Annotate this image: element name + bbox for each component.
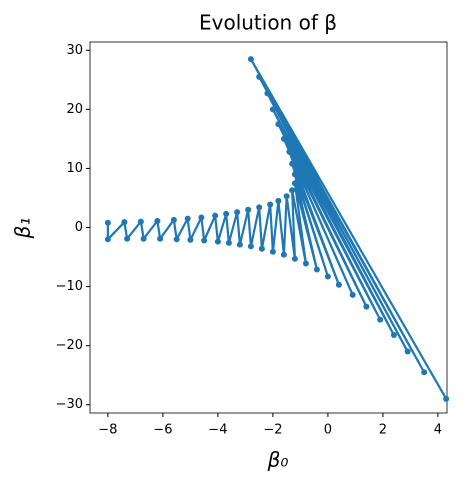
point [404, 348, 411, 355]
x-tick-label: −2 [263, 423, 282, 438]
point [104, 219, 111, 226]
point [280, 135, 287, 142]
point [170, 216, 177, 223]
point [214, 238, 221, 245]
point [275, 121, 282, 128]
point [286, 148, 293, 155]
y-tick-label: −20 [56, 338, 83, 353]
y-tick-label: 20 [66, 102, 83, 117]
x-tick-label: 2 [379, 423, 387, 438]
point [289, 187, 296, 194]
point [247, 243, 254, 250]
point [245, 206, 252, 213]
chart-title: Evolution of β [199, 11, 337, 35]
point [421, 369, 428, 376]
point [280, 251, 287, 258]
point [157, 235, 164, 242]
y-tick-label: −10 [56, 279, 83, 294]
point [258, 245, 265, 252]
point [269, 248, 276, 255]
point [291, 255, 298, 262]
point [264, 90, 271, 97]
point [201, 237, 208, 244]
point [212, 212, 219, 219]
y-tick-label: 10 [66, 161, 83, 176]
point [104, 236, 111, 243]
point [363, 303, 370, 310]
point [247, 56, 254, 63]
point [324, 273, 331, 280]
point [443, 395, 450, 402]
point [225, 239, 232, 246]
point [275, 197, 282, 204]
y-tick-label: −30 [56, 397, 83, 412]
x-tick-label: 4 [434, 423, 442, 438]
point [256, 204, 263, 211]
point [335, 281, 342, 288]
point [256, 73, 263, 80]
x-tick-label: −4 [208, 423, 227, 438]
x-tick-label: −6 [153, 423, 172, 438]
point [198, 214, 205, 221]
point [349, 291, 356, 298]
point [234, 209, 241, 216]
point [269, 106, 276, 113]
plot-frame [89, 41, 448, 414]
x-tick-label: −8 [98, 423, 117, 438]
point [137, 218, 144, 225]
point [302, 260, 309, 267]
x-axis-label: β₀ [267, 448, 289, 472]
point [267, 201, 274, 208]
point [154, 218, 161, 225]
y-tick-label: 0 [75, 220, 83, 235]
point [124, 235, 131, 242]
point [390, 332, 397, 339]
point [140, 235, 147, 242]
y-tick-label: 30 [66, 43, 83, 58]
point [223, 210, 230, 217]
point [184, 215, 191, 222]
point [291, 180, 298, 187]
point [236, 241, 243, 248]
point [289, 160, 296, 167]
point [313, 266, 320, 273]
point [121, 219, 128, 226]
series-line [106, 58, 448, 400]
x-tick-label: 0 [324, 423, 332, 438]
point [283, 193, 290, 200]
point [173, 236, 180, 243]
point [187, 236, 194, 243]
point [291, 171, 298, 178]
point [377, 316, 384, 323]
y-axis-label: β₁ [11, 218, 35, 240]
